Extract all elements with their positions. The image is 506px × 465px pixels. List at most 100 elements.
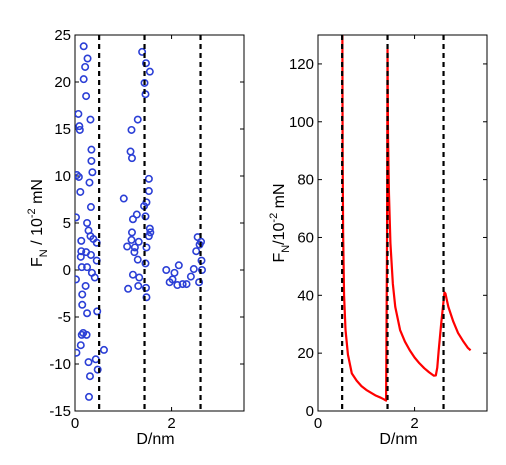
data-point [144, 174, 153, 183]
data-point [195, 278, 204, 287]
data-point [75, 122, 84, 131]
data-point [197, 265, 206, 274]
data-point [127, 154, 136, 163]
x-axis-label: D/nm [379, 431, 417, 448]
data-point [93, 307, 102, 316]
y-axis-label: FN / 10-2 mN [26, 179, 50, 267]
plot-area [75, 35, 206, 411]
y-axis-label-part: / 10 [29, 218, 46, 249]
data-point [189, 265, 198, 274]
y-tick-label: -10 [49, 356, 71, 373]
data-point [141, 283, 150, 292]
data-point [77, 263, 86, 272]
data-point [75, 109, 83, 118]
plot-area [341, 35, 472, 411]
y-axis-label-part: F [29, 257, 46, 267]
data-point [75, 125, 84, 134]
data-point [81, 281, 90, 290]
y-tick-label: 20 [54, 74, 71, 91]
data-point [91, 355, 100, 364]
data-point [83, 263, 92, 272]
data-point [87, 156, 96, 165]
data-point [75, 275, 80, 284]
data-point [82, 330, 91, 339]
y-tick-label: 20 [297, 345, 314, 362]
data-point [81, 62, 90, 71]
data-point [77, 330, 86, 339]
y-tick-label: 60 [297, 229, 314, 246]
data-point [127, 228, 136, 237]
force-curve-line [341, 35, 472, 402]
data-point [134, 281, 143, 290]
y-tick-label: 0 [63, 262, 71, 279]
y-axis-label: FN/10-2 mN [268, 183, 292, 262]
data-point [178, 280, 187, 289]
data-point [192, 247, 201, 256]
data-point [130, 243, 139, 252]
data-point [132, 210, 141, 219]
y-axis-label-part: /10 [271, 222, 288, 244]
data-point [86, 250, 95, 259]
data-point [85, 392, 94, 401]
data-point [142, 293, 151, 302]
data-point [85, 372, 94, 381]
y-axis-label-part: -2 [268, 213, 280, 223]
plot-frame [74, 34, 245, 412]
y-tick-label: 15 [54, 121, 71, 138]
data-point [128, 215, 137, 224]
data-point [144, 187, 153, 196]
y-axis-label-part: N [280, 245, 292, 253]
data-point [124, 284, 133, 293]
plot-frame [317, 34, 488, 412]
data-point [75, 172, 83, 181]
data-point [127, 125, 136, 134]
data-point [130, 248, 139, 257]
x-tick-label: 0 [71, 415, 79, 432]
data-point [174, 261, 183, 270]
data-point [85, 178, 94, 187]
data-point [145, 224, 154, 233]
data-point [119, 194, 128, 203]
y-tick-label: 10 [54, 168, 71, 185]
y-axis-label-part: mN [29, 179, 46, 208]
data-point [126, 147, 135, 156]
y-tick-label: -5 [58, 309, 71, 326]
data-point [127, 235, 136, 244]
data-point [170, 268, 179, 277]
data-point [79, 42, 88, 51]
data-point [182, 280, 191, 289]
data-point [140, 78, 149, 87]
data-point [93, 365, 102, 374]
data-point [83, 54, 92, 63]
data-point [75, 348, 81, 357]
data-point [77, 236, 86, 245]
data-point [128, 270, 137, 279]
y-tick-label: 120 [289, 56, 314, 73]
y-axis-label-part: N [38, 249, 50, 257]
data-point [134, 237, 143, 246]
data-point [144, 232, 153, 241]
data-point [90, 273, 99, 282]
data-point [146, 228, 155, 237]
data-point [133, 255, 142, 264]
y-axis-label-part: mN [271, 183, 288, 212]
data-point [135, 273, 144, 282]
data-point [83, 309, 92, 318]
x-tick-label: 2 [167, 415, 175, 432]
data-point [138, 47, 147, 56]
y-tick-label: 5 [63, 215, 71, 232]
y-axis-label-part: F [271, 253, 288, 263]
data-point [86, 203, 95, 212]
data-point [186, 272, 195, 281]
data-point [76, 187, 85, 196]
y-tick-label: 40 [297, 287, 314, 304]
data-point [76, 341, 85, 350]
data-point [75, 171, 81, 180]
data-point [123, 242, 132, 251]
data-point [78, 290, 87, 299]
data-point [141, 59, 150, 68]
data-point [84, 358, 93, 367]
data-point [78, 300, 87, 309]
y-tick-label: 25 [54, 27, 71, 44]
